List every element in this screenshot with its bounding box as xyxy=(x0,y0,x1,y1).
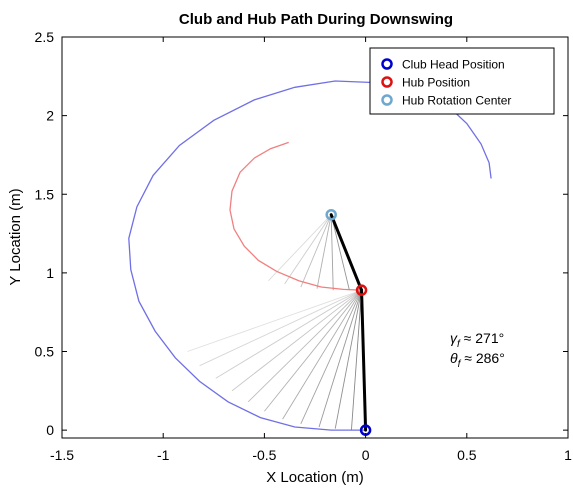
club-shaft-trail-line xyxy=(231,289,362,392)
arm-trail-line xyxy=(300,214,332,288)
y-axis-label: Y Location (m) xyxy=(7,188,24,285)
y-tick-label: 2.5 xyxy=(35,29,55,45)
legend-marker xyxy=(381,94,393,106)
arm-trail-line xyxy=(316,214,332,289)
x-tick-label: -1.5 xyxy=(50,447,74,463)
club-shaft-trail-line xyxy=(300,289,362,425)
x-axis-label: X Location (m) xyxy=(266,469,364,486)
legend-label: Hub Position xyxy=(402,76,470,90)
club-shaft-trail-line xyxy=(318,290,362,428)
legend-box xyxy=(369,47,555,115)
y-tick-label: 1.5 xyxy=(35,186,55,202)
arm-trail-line xyxy=(330,214,350,291)
y-tick-label: 2 xyxy=(46,108,54,124)
x-tick-label: -1 xyxy=(157,447,170,463)
x-tick-label: 1 xyxy=(564,447,572,463)
club-shaft-trail-line xyxy=(215,289,362,379)
annotation-line: γf ≈ 271° xyxy=(450,330,504,350)
hub-position-path xyxy=(229,141,362,291)
final-arm-segment xyxy=(329,213,364,292)
final-club-shaft xyxy=(360,288,368,432)
chart-title: Club and Hub Path During Downswing xyxy=(179,11,453,28)
club-shaft-trail-line xyxy=(199,289,362,367)
legend: Club Head Position Hub Position Hub Rotati… xyxy=(369,47,555,115)
legend-marker xyxy=(381,58,393,70)
x-tick-label: 0 xyxy=(362,447,370,463)
club-shaft-trail-line xyxy=(282,289,362,420)
legend-marker xyxy=(381,76,393,88)
arm-trail-line xyxy=(268,214,332,282)
arm-trail-line xyxy=(330,214,334,291)
club-shaft-trail-line xyxy=(187,289,362,352)
y-tick-label: 1 xyxy=(46,265,54,281)
club-shaft-trail-line xyxy=(264,289,362,412)
legend-label: Hub Rotation Center xyxy=(402,94,511,108)
annotation: γf ≈ 271°θf ≈ 286° xyxy=(450,330,505,370)
x-tick-label: -0.5 xyxy=(252,447,276,463)
annotation-line: θf ≈ 286° xyxy=(450,350,505,370)
y-axis-ticks: 0 0.5 1 1.5 2 2.5 xyxy=(35,29,568,438)
club-shaft-trail-line xyxy=(247,289,362,403)
x-axis-ticks: -1.5 -1 -0.5 0 0.5 1 xyxy=(50,37,572,463)
y-tick-label: 0 xyxy=(46,422,54,438)
x-tick-label: 0.5 xyxy=(457,447,477,463)
hub-rotation-center-marker xyxy=(325,208,337,221)
legend-label: Club Head Position xyxy=(402,58,505,72)
club-shaft-trail-line xyxy=(350,290,363,431)
hub-position-marker xyxy=(355,284,368,296)
club-shaft-trail-line xyxy=(334,290,362,429)
y-tick-label: 0.5 xyxy=(35,344,55,360)
arm-trail-line xyxy=(284,214,332,285)
